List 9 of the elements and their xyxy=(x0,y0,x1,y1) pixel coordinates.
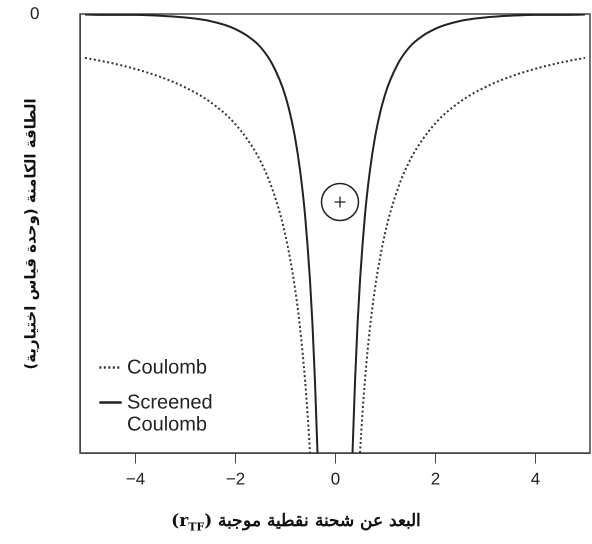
legend-label: Coulomb xyxy=(127,356,208,378)
x-tick-label: −4 xyxy=(126,470,146,488)
y-axis-title: الطاقة الكامنة (وحدة قياس اختيارية) xyxy=(22,98,40,370)
legend-label: Screened Coulomb xyxy=(127,392,213,436)
x-tick-label: 2 xyxy=(430,470,440,488)
x-tick-label: −2 xyxy=(226,470,246,488)
x-tick-label: 4 xyxy=(530,470,540,488)
x-tick-label: 0 xyxy=(330,470,340,488)
text: 0 xyxy=(30,4,40,24)
